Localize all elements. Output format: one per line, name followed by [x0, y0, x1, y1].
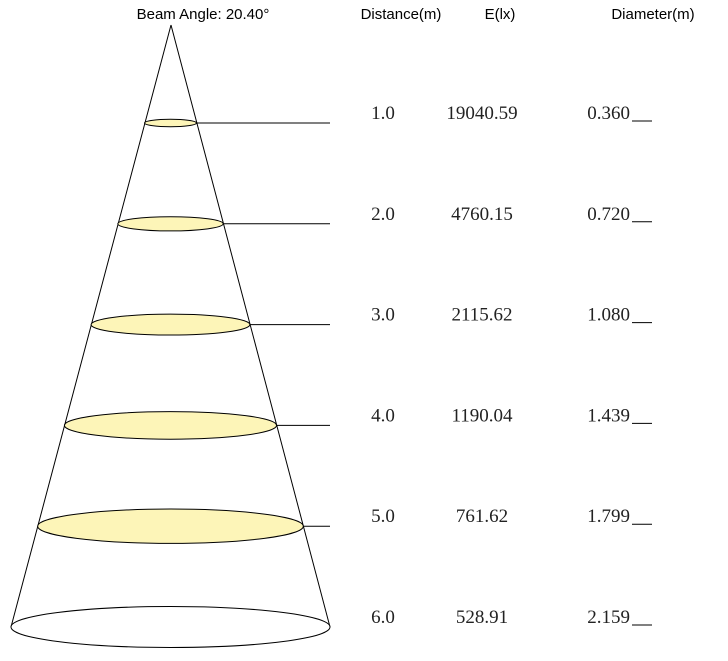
beam-section: [117, 216, 224, 232]
diameter-value: 1.799: [587, 506, 630, 527]
distance-header: Distance(m): [361, 6, 442, 23]
distance-value: 5.0: [371, 506, 395, 527]
illuminance-value: 2115.62: [451, 305, 512, 326]
illuminance-value: 1190.04: [451, 405, 513, 426]
diameter-value: 1.439: [587, 405, 630, 426]
beam-section: [90, 313, 251, 336]
illuminance-value: 528.91: [456, 607, 508, 628]
illuminance-value: 761.62: [456, 506, 508, 527]
beam-angle: Beam Angle: 20.40°: [137, 6, 270, 23]
distance-value: 6.0: [371, 607, 395, 628]
diameter-value: 2.159: [587, 607, 630, 628]
distance-value: 4.0: [371, 405, 395, 426]
diameter-value: 1.080: [587, 305, 630, 326]
beam-section: [144, 118, 197, 128]
beam-section: [37, 508, 304, 544]
illuminance-header: E(lx): [485, 6, 516, 23]
illuminance-value: 4760.15: [451, 204, 513, 225]
diameter-value: 0.720: [587, 204, 630, 225]
distance-value: 3.0: [371, 305, 395, 326]
beam-section: [63, 411, 278, 440]
beam-section: [10, 606, 331, 648]
distance-value: 2.0: [371, 204, 395, 225]
diameter-header: Diameter(m): [611, 6, 694, 23]
diameter-value: 0.360: [587, 103, 630, 124]
illuminance-value: 19040.59: [446, 103, 517, 124]
distance-value: 1.0: [371, 103, 395, 124]
